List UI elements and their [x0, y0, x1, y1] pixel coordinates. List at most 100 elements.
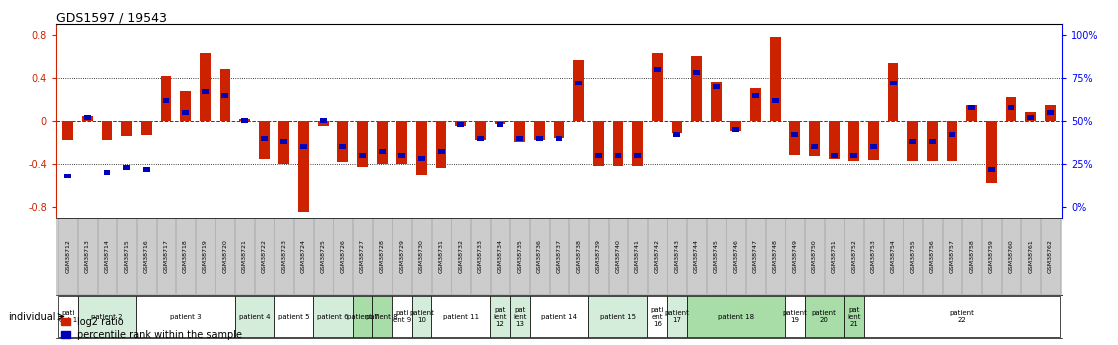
Bar [711, 82, 721, 121]
Text: patient 11: patient 11 [443, 314, 479, 319]
FancyBboxPatch shape [1021, 218, 1040, 294]
Bar [340, 144, 347, 149]
Bar [574, 60, 584, 121]
Bar [182, 110, 189, 115]
Bar [379, 149, 386, 154]
Bar [455, 121, 466, 126]
FancyBboxPatch shape [982, 218, 1001, 294]
FancyBboxPatch shape [530, 218, 549, 294]
Text: GSM38725: GSM38725 [321, 239, 325, 273]
Bar [752, 93, 759, 98]
FancyBboxPatch shape [177, 218, 195, 294]
FancyBboxPatch shape [707, 218, 726, 294]
FancyBboxPatch shape [413, 218, 430, 294]
Text: pati
ent 1: pati ent 1 [58, 310, 77, 323]
Bar [988, 167, 995, 171]
FancyBboxPatch shape [686, 296, 785, 337]
Text: GSM38739: GSM38739 [596, 239, 600, 273]
Bar [258, 121, 269, 159]
FancyBboxPatch shape [235, 296, 274, 337]
Bar [180, 91, 191, 121]
FancyBboxPatch shape [352, 296, 372, 337]
Bar [496, 122, 503, 127]
Bar [673, 132, 681, 137]
FancyBboxPatch shape [883, 218, 902, 294]
Text: patient 5: patient 5 [278, 314, 310, 319]
FancyBboxPatch shape [490, 296, 510, 337]
Bar [1005, 97, 1016, 121]
Text: pat
ient
21: pat ient 21 [847, 307, 861, 327]
FancyBboxPatch shape [392, 218, 411, 294]
Text: GSM38727: GSM38727 [360, 239, 364, 273]
Bar [299, 121, 309, 212]
Bar [102, 121, 113, 140]
Text: patient 7: patient 7 [347, 314, 378, 319]
FancyBboxPatch shape [1002, 218, 1021, 294]
FancyBboxPatch shape [411, 296, 432, 337]
Text: GSM38745: GSM38745 [713, 239, 719, 273]
Bar [514, 121, 525, 142]
FancyBboxPatch shape [550, 218, 568, 294]
FancyBboxPatch shape [216, 218, 235, 294]
FancyBboxPatch shape [58, 218, 77, 294]
Bar [260, 136, 267, 140]
FancyBboxPatch shape [942, 218, 961, 294]
Bar [300, 144, 307, 149]
Bar [377, 121, 388, 164]
Bar [593, 121, 604, 166]
FancyBboxPatch shape [372, 218, 391, 294]
Bar [84, 115, 91, 120]
Text: GSM38733: GSM38733 [477, 239, 483, 273]
Bar [615, 153, 622, 158]
FancyBboxPatch shape [923, 218, 941, 294]
Text: GSM38712: GSM38712 [65, 239, 70, 273]
FancyBboxPatch shape [78, 218, 97, 294]
Bar [595, 153, 601, 158]
Text: GSM38724: GSM38724 [301, 239, 306, 273]
Bar [929, 139, 936, 144]
Text: GSM38757: GSM38757 [949, 239, 955, 273]
Bar [770, 37, 780, 121]
Bar [437, 149, 445, 154]
Bar [477, 136, 484, 140]
Bar [908, 121, 918, 161]
Bar [281, 139, 287, 144]
Text: patient 3: patient 3 [170, 314, 201, 319]
FancyBboxPatch shape [844, 296, 863, 337]
Text: GSM38714: GSM38714 [104, 239, 110, 273]
Text: GSM38728: GSM38728 [380, 239, 385, 273]
Bar [553, 121, 565, 138]
Text: GSM38748: GSM38748 [773, 239, 778, 273]
FancyBboxPatch shape [471, 218, 490, 294]
FancyBboxPatch shape [77, 296, 136, 337]
FancyBboxPatch shape [628, 218, 647, 294]
Text: GSM38735: GSM38735 [518, 239, 522, 273]
Bar [239, 119, 250, 121]
Bar [652, 53, 663, 121]
FancyBboxPatch shape [255, 218, 274, 294]
FancyBboxPatch shape [608, 218, 627, 294]
FancyBboxPatch shape [510, 218, 529, 294]
Bar [63, 121, 73, 140]
Text: GSM38729: GSM38729 [399, 239, 405, 273]
Bar [517, 136, 523, 140]
Text: patient 18: patient 18 [718, 314, 754, 319]
Text: GSM38746: GSM38746 [733, 239, 738, 273]
Text: individual: individual [9, 312, 56, 322]
FancyBboxPatch shape [1041, 218, 1060, 294]
FancyBboxPatch shape [746, 218, 765, 294]
Bar [494, 121, 505, 124]
Text: GSM38761: GSM38761 [1029, 239, 1033, 273]
Bar [221, 93, 228, 98]
FancyBboxPatch shape [452, 218, 471, 294]
Bar [1046, 110, 1054, 115]
Text: GSM38758: GSM38758 [969, 239, 974, 273]
Bar [82, 116, 93, 121]
Text: GSM38734: GSM38734 [498, 239, 503, 273]
Text: GSM38718: GSM38718 [183, 239, 188, 273]
Text: GSM38713: GSM38713 [85, 239, 89, 273]
FancyBboxPatch shape [688, 218, 705, 294]
Bar [730, 121, 741, 131]
Text: patient
17: patient 17 [664, 310, 690, 323]
Text: GSM38741: GSM38741 [635, 239, 641, 273]
